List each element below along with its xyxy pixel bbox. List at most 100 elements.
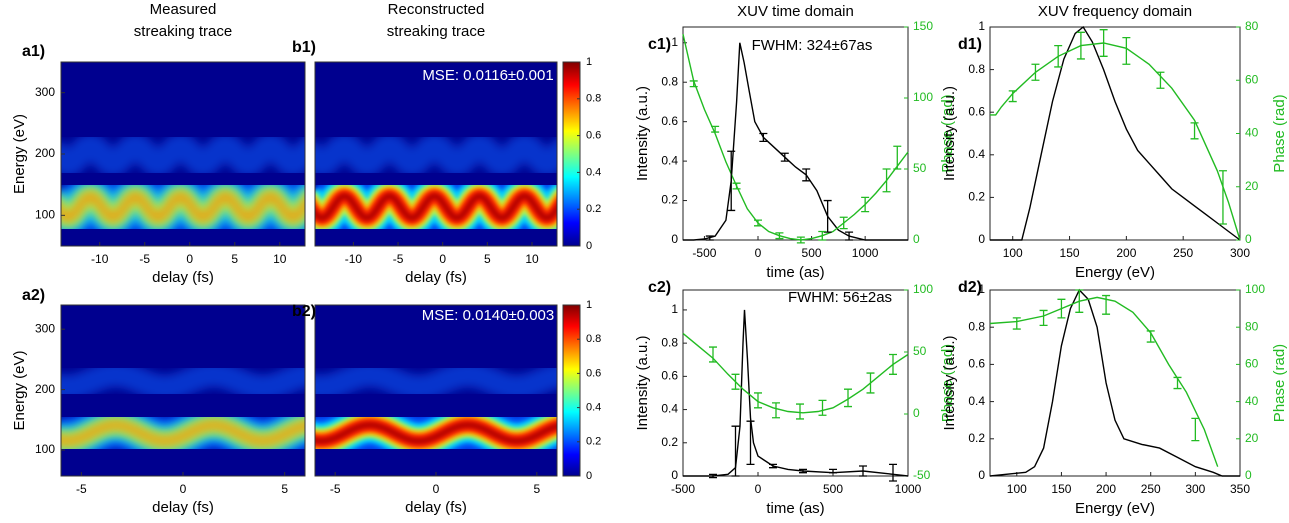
x-tick-label: 150 <box>1060 246 1080 260</box>
error-bar-stroke <box>1057 298 1066 319</box>
x-tick-label: 200 <box>1096 482 1116 496</box>
y-tick-label: 1 <box>978 19 985 33</box>
panel-label: c2) <box>648 279 671 296</box>
error-bar <box>1146 330 1155 343</box>
error-bar <box>1054 44 1063 68</box>
error-bar <box>1076 31 1085 60</box>
error-bar-stroke <box>711 125 720 133</box>
x-tick-label: 250 <box>1141 482 1161 496</box>
error-bar-stroke <box>731 373 740 390</box>
panel-label: c1) <box>648 36 671 53</box>
colorbar-tick-label: 0.8 <box>586 333 601 345</box>
y-tick-label: 1 <box>671 302 678 316</box>
chart-title: XUV time domain <box>737 3 854 20</box>
x-axis-label: time (as) <box>766 500 824 517</box>
error-bar <box>709 473 717 479</box>
y-tick-label: 0.8 <box>661 335 678 349</box>
y-tick-label: 0.4 <box>661 402 678 416</box>
error-bar <box>1057 298 1066 319</box>
x-axis-label: Energy (eV) <box>1075 500 1155 517</box>
error-bar-stroke <box>839 216 848 230</box>
y2-axis-label: Phase (rad) <box>939 94 956 172</box>
error-bar <box>689 80 698 88</box>
error-bar-stroke <box>746 420 755 466</box>
y2-axis-label: Phase (rad) <box>1271 344 1288 422</box>
y2-tick-label: 100 <box>913 90 933 104</box>
y-tick-label: 0.6 <box>661 114 678 128</box>
error-bar <box>1102 294 1111 315</box>
annotation: MSE: 0.0116±0.001 <box>422 67 553 84</box>
heatmap <box>315 62 557 246</box>
error-bar-stroke <box>844 388 852 408</box>
x-tick-label: 5 <box>533 482 540 496</box>
colorbar-tick-label: 1 <box>586 56 592 68</box>
y-tick-label: 300 <box>35 321 55 335</box>
error-bar-stroke <box>796 403 804 420</box>
error-bar-stroke <box>705 235 714 241</box>
series-line <box>989 288 1240 477</box>
y2-tick-label: 40 <box>1245 126 1259 140</box>
error-bar-stroke <box>754 392 762 409</box>
x-tick-label: 0 <box>755 246 762 260</box>
error-bar-stroke <box>1173 376 1182 390</box>
x-tick-label: 0 <box>755 482 762 496</box>
error-bar-stroke <box>1191 417 1200 442</box>
error-bar <box>731 373 740 390</box>
colorbar-tick-label: 0.4 <box>586 402 601 414</box>
error-bar-stroke <box>1146 330 1155 343</box>
error-bar <box>1173 376 1182 390</box>
x-tick-label: -10 <box>345 252 363 266</box>
y-axis-label: Intensity (a.u.) <box>634 86 651 181</box>
series-line <box>989 296 1219 467</box>
error-bar-stroke <box>780 152 789 162</box>
x-axis-label: time (as) <box>766 264 824 281</box>
colorbar-tick-label: 1 <box>586 299 592 311</box>
error-bar <box>796 403 804 420</box>
y-tick-label: 0.2 <box>968 190 985 204</box>
error-bar-stroke <box>1218 170 1227 225</box>
error-bar <box>754 392 762 409</box>
error-bar <box>769 463 777 469</box>
y-tick-label: 0 <box>978 468 985 482</box>
series-line <box>683 309 909 477</box>
error-bar-stroke <box>727 150 736 212</box>
error-bar-stroke <box>709 346 717 363</box>
error-bar <box>889 463 897 482</box>
series-line <box>682 33 909 241</box>
colorbar-tick-label: 0 <box>586 470 592 482</box>
error-bar <box>754 219 762 227</box>
error-bar <box>1031 63 1040 81</box>
error-bar <box>829 468 837 474</box>
chart-title: Measured <box>150 1 217 18</box>
error-bar <box>1039 309 1048 326</box>
error-bar <box>889 353 897 375</box>
y-tick-label: 0.6 <box>968 104 985 118</box>
y-tick-label: 100 <box>35 208 55 222</box>
y2-tick-label: 100 <box>913 282 933 296</box>
colorbar <box>562 61 581 247</box>
x-tick-label: 5 <box>281 482 288 496</box>
panel-label: b2) <box>292 303 316 320</box>
panel-label: d2) <box>958 279 982 296</box>
error-bar <box>845 231 854 241</box>
x-tick-label: 350 <box>1230 482 1250 496</box>
error-bar-stroke <box>1075 289 1084 313</box>
x-tick-label: 5 <box>231 252 238 266</box>
error-bar-stroke <box>1099 29 1108 57</box>
plot-frame <box>682 26 909 241</box>
x-tick-label: 0 <box>186 252 193 266</box>
error-bar <box>732 182 741 190</box>
error-bar-stroke <box>709 473 717 479</box>
error-bar <box>746 420 755 466</box>
error-bar-stroke <box>829 468 837 474</box>
error-bar <box>1122 37 1131 65</box>
x-tick-label: -5 <box>139 252 150 266</box>
colorbar-tick-label: 0.2 <box>586 203 601 215</box>
x-tick-label: -5 <box>330 482 341 496</box>
error-bar <box>796 236 805 244</box>
panel-label: a1) <box>22 43 45 60</box>
error-bar-stroke <box>799 468 807 474</box>
error-bar-stroke <box>802 168 811 182</box>
y-tick-label: 200 <box>35 382 55 396</box>
x-tick-label: 300 <box>1230 246 1250 260</box>
